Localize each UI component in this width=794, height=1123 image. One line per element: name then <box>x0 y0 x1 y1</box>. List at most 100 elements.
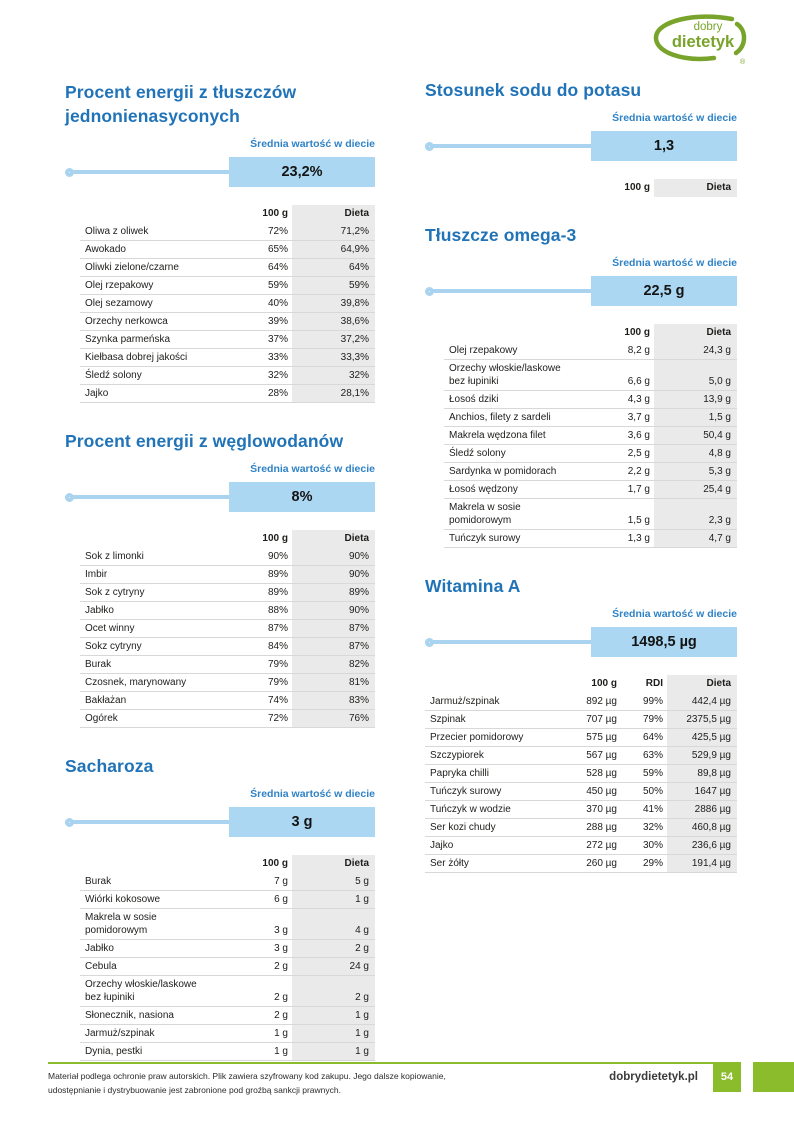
avg-value-gauge: 3 g <box>65 807 375 837</box>
table-row: Sok z cytryny 89% 89% <box>80 583 375 602</box>
value-dieta: 5 g <box>292 873 375 891</box>
food-name: Łosoś wędzony <box>444 480 574 499</box>
food-name: Ser kozi chudy <box>425 818 555 837</box>
avg-value-gauge: 22,5 g <box>425 276 737 306</box>
site-link[interactable]: dobrydietetyk.pl <box>609 1071 698 1083</box>
value-100g: 4,3 g <box>574 390 654 409</box>
table-row: Jabłko 3 g 2 g <box>80 939 375 958</box>
right-column: Stosunek sodu do potasu Średnia wartość … <box>425 78 737 899</box>
avg-value-gauge: 23,2% <box>65 157 375 187</box>
food-name: Makrela w sosie pomidorowym <box>80 908 210 940</box>
food-table: 100 g Dieta Sok z limonki 90% 90% Imbir … <box>80 530 375 728</box>
column-header-food <box>80 530 210 548</box>
food-name: Orzechy włoskie/laskowe bez łupiniki <box>80 975 210 1007</box>
value-100g: 1,5 g <box>574 498 654 530</box>
section-sodium-potassium-ratio: Stosunek sodu do potasu Średnia wartość … <box>425 78 737 197</box>
value-dieta: 32% <box>292 366 375 385</box>
logo: dobry dietetyk ® <box>648 12 760 68</box>
value-100g: 2 g <box>210 1006 292 1025</box>
column-header-dieta: Dieta <box>654 179 737 197</box>
value-100g: 87% <box>210 619 292 638</box>
gauge-handle-icon <box>65 167 74 177</box>
value-100g: 33% <box>210 348 292 367</box>
value-dieta: 425,5 µg <box>667 728 737 747</box>
food-name: Wiórki kokosowe <box>80 890 210 909</box>
value-100g: 72% <box>210 223 292 241</box>
column-header-dieta: Dieta <box>292 205 375 223</box>
food-table: 100 g Dieta <box>444 179 737 197</box>
section-title: Procent energii z tłuszczów jednonienasy… <box>65 82 297 126</box>
food-name: Papryka chilli <box>425 764 555 783</box>
food-name: Olej sezamowy <box>80 294 210 313</box>
food-name: Sokz cytryny <box>80 637 210 656</box>
food-name: Awokado <box>80 240 210 259</box>
avg-value-label: Średnia wartość w diecie <box>250 138 375 150</box>
table-row: Papryka chilli 528 µg 59% 89,8 µg <box>425 764 737 783</box>
value-dieta: 64% <box>292 258 375 277</box>
avg-value-label: Średnia wartość w diecie <box>250 788 375 800</box>
table-row: Tuńczyk w wodzie 370 µg 41% 2886 µg <box>425 800 737 819</box>
value-dieta: 38,6% <box>292 312 375 331</box>
table-row: Wiórki kokosowe 6 g 1 g <box>80 890 375 909</box>
value-dieta: 1,5 g <box>654 408 737 427</box>
value-100g: 370 µg <box>555 800 621 819</box>
food-name: Oliwki zielone/czarne <box>80 258 210 277</box>
table-row: Słonecznik, nasiona 2 g 1 g <box>80 1006 375 1025</box>
value-100g: 89% <box>210 565 292 584</box>
page-number-badge: 54 <box>713 1062 741 1092</box>
value-rdi: 63% <box>621 746 667 765</box>
food-name: Łosoś dziki <box>444 390 574 409</box>
column-header-food <box>444 324 574 342</box>
food-name: Ogórek <box>80 709 210 728</box>
value-dieta: 1647 µg <box>667 782 737 801</box>
table-header-row: 100 g RDI Dieta <box>425 675 737 693</box>
column-header-dieta: Dieta <box>667 675 737 693</box>
food-name: Słonecznik, nasiona <box>80 1006 210 1025</box>
dobry-dietetyk-logo-icon: dobry dietetyk ® <box>653 14 747 66</box>
avg-value-label: Średnia wartość w diecie <box>250 463 375 475</box>
food-name: Cebula <box>80 957 210 976</box>
food-name: Czosnek, marynowany <box>80 673 210 692</box>
table-row: Jarmuż/szpinak 1 g 1 g <box>80 1024 375 1043</box>
gauge-line <box>73 820 229 824</box>
value-dieta: 39,8% <box>292 294 375 313</box>
food-name: Śledź solony <box>444 444 574 463</box>
food-name: Jabłko <box>80 939 210 958</box>
value-100g: 1 g <box>210 1024 292 1043</box>
value-100g: 2,5 g <box>574 444 654 463</box>
table-row: Łosoś dziki 4,3 g 13,9 g <box>444 390 737 409</box>
value-100g: 89% <box>210 583 292 602</box>
value-dieta: 236,6 µg <box>667 836 737 855</box>
column-header-food <box>80 205 210 223</box>
food-name: Ocet winny <box>80 619 210 638</box>
avg-value-label: Średnia wartość w diecie <box>612 608 737 620</box>
value-100g: 2,2 g <box>574 462 654 481</box>
table-row: Cebula 2 g 24 g <box>80 957 375 976</box>
section-title: Tłuszcze omega-3 <box>425 225 577 245</box>
table-row: Burak 79% 82% <box>80 655 375 674</box>
table-row: Łosoś wędzony 1,7 g 25,4 g <box>444 480 737 499</box>
avg-value: 8% <box>229 482 375 512</box>
table-row: Anchios, filety z sardeli 3,7 g 1,5 g <box>444 408 737 427</box>
table-row: Makrela w sosie pomidorowym 1,5 g 2,3 g <box>444 498 737 530</box>
value-dieta: 442,4 µg <box>667 693 737 711</box>
value-dieta: 5,3 g <box>654 462 737 481</box>
value-100g: 528 µg <box>555 764 621 783</box>
value-dieta: 90% <box>292 565 375 584</box>
gauge-handle-icon <box>425 286 434 296</box>
table-header-row: 100 g Dieta <box>444 324 737 342</box>
value-100g: 272 µg <box>555 836 621 855</box>
value-dieta: 13,9 g <box>654 390 737 409</box>
value-rdi: 30% <box>621 836 667 855</box>
value-dieta: 2886 µg <box>667 800 737 819</box>
section-carbohydrate-energy: Procent energii z węglowodanów Średnia w… <box>65 429 375 728</box>
table-row: Szynka parmeńska 37% 37,2% <box>80 330 375 349</box>
avg-value: 23,2% <box>229 157 375 187</box>
value-dieta: 191,4 µg <box>667 854 737 873</box>
value-100g: 64% <box>210 258 292 277</box>
value-dieta: 2 g <box>292 975 375 1007</box>
food-name: Jajko <box>80 384 210 403</box>
value-100g: 567 µg <box>555 746 621 765</box>
value-100g: 32% <box>210 366 292 385</box>
section-monounsaturated-fat-energy: Procent energii z tłuszczów jednonienasy… <box>65 80 375 403</box>
